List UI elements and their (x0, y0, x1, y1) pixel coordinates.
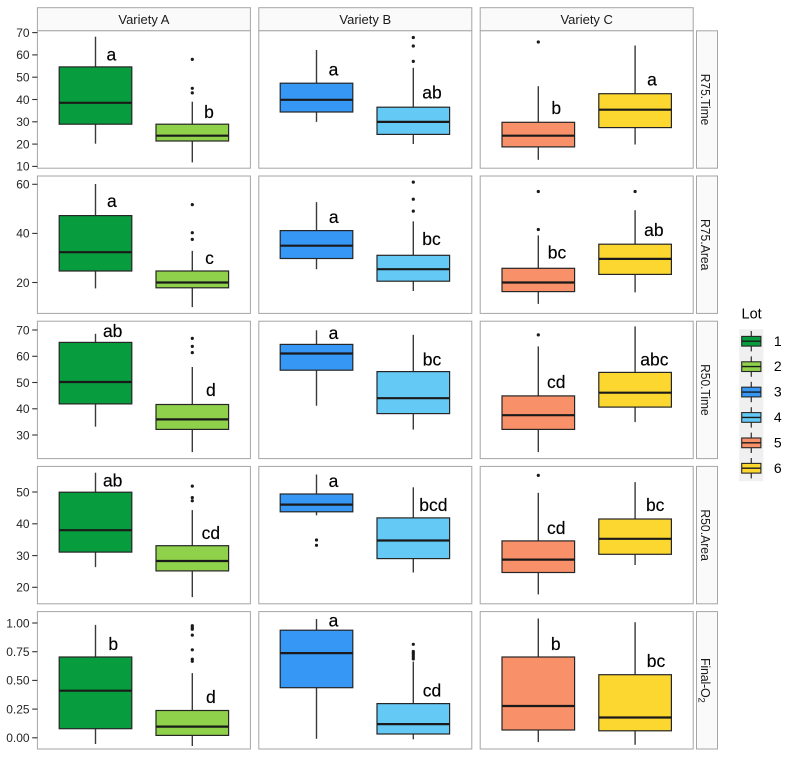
svg-text:bc: bc (423, 349, 442, 369)
svg-text:4: 4 (774, 409, 782, 425)
svg-text:c: c (205, 248, 214, 268)
svg-text:d: d (206, 380, 216, 400)
svg-text:0.75: 0.75 (6, 645, 30, 659)
svg-text:70: 70 (16, 26, 30, 40)
svg-text:20: 20 (16, 137, 30, 151)
svg-text:10: 10 (16, 160, 30, 174)
svg-text:b: b (551, 98, 561, 118)
svg-text:0.25: 0.25 (6, 702, 30, 716)
svg-text:70: 70 (16, 323, 30, 337)
svg-text:1: 1 (774, 333, 782, 349)
svg-text:b: b (551, 634, 561, 654)
svg-text:a: a (329, 323, 339, 343)
svg-text:30: 30 (16, 549, 30, 563)
svg-text:abc: abc (640, 350, 668, 370)
svg-text:R50.Time: R50.Time (698, 364, 712, 416)
svg-text:b: b (108, 634, 118, 654)
svg-text:cd: cd (547, 372, 565, 392)
svg-text:20: 20 (16, 581, 30, 595)
svg-text:a: a (647, 69, 657, 89)
svg-text:cd: cd (547, 518, 565, 538)
svg-text:40: 40 (16, 402, 30, 416)
svg-text:50: 50 (16, 376, 30, 390)
svg-text:cd: cd (423, 680, 441, 700)
svg-text:a: a (329, 207, 339, 227)
svg-text:3: 3 (774, 384, 782, 400)
svg-text:ab: ab (644, 220, 663, 240)
svg-text:60: 60 (16, 350, 30, 364)
svg-text:40: 40 (16, 227, 30, 241)
svg-text:b: b (204, 102, 214, 122)
svg-text:R50.Area: R50.Area (698, 509, 712, 561)
svg-text:Variety B: Variety B (339, 12, 391, 27)
svg-text:20: 20 (16, 276, 30, 290)
svg-text:ab: ab (103, 471, 122, 491)
svg-text:ab: ab (422, 82, 441, 102)
svg-text:a: a (329, 60, 339, 80)
svg-text:bc: bc (646, 495, 665, 515)
svg-text:30: 30 (16, 428, 30, 442)
svg-text:Variety A: Variety A (118, 12, 169, 27)
svg-text:bc: bc (647, 651, 666, 671)
svg-text:R75.Area: R75.Area (698, 219, 712, 271)
svg-text:1.00: 1.00 (6, 616, 30, 630)
svg-text:a: a (329, 471, 339, 491)
svg-text:a: a (107, 44, 117, 64)
svg-text:60: 60 (16, 178, 30, 192)
svg-text:Final-O2: Final-O2 (696, 658, 713, 703)
svg-text:40: 40 (16, 517, 30, 531)
svg-text:50: 50 (16, 71, 30, 85)
svg-text:5: 5 (774, 434, 782, 450)
svg-text:bcd: bcd (419, 495, 447, 515)
svg-text:0.00: 0.00 (6, 731, 30, 745)
svg-text:0.50: 0.50 (6, 674, 30, 688)
svg-text:30: 30 (16, 115, 30, 129)
svg-text:R75.Time: R75.Time (698, 74, 712, 126)
svg-text:2: 2 (774, 358, 782, 374)
svg-text:50: 50 (16, 485, 30, 499)
svg-text:Lot: Lot (742, 307, 762, 323)
svg-text:Variety C: Variety C (560, 12, 613, 27)
svg-text:bc: bc (422, 229, 441, 249)
svg-text:bc: bc (548, 243, 567, 263)
svg-text:40: 40 (16, 93, 30, 107)
svg-text:d: d (206, 687, 216, 707)
svg-text:ab: ab (103, 321, 122, 341)
svg-text:6: 6 (774, 460, 782, 476)
svg-text:cd: cd (202, 523, 220, 543)
svg-text:60: 60 (16, 48, 30, 62)
svg-text:a: a (329, 611, 339, 631)
svg-text:a: a (107, 191, 117, 211)
